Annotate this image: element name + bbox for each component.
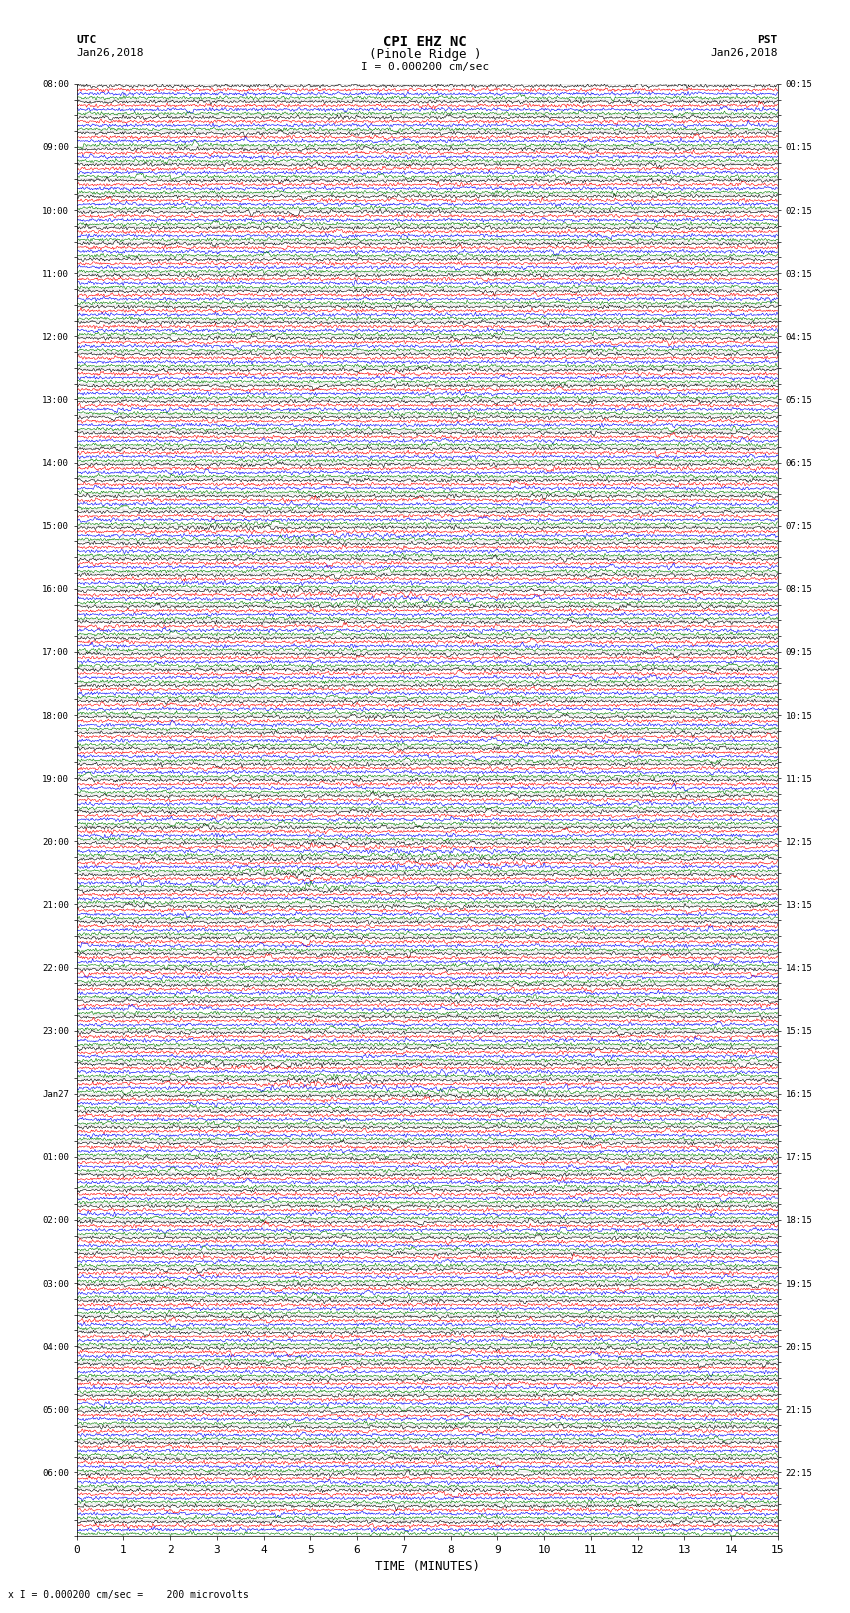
Text: (Pinole Ridge ): (Pinole Ridge ) <box>369 48 481 61</box>
X-axis label: TIME (MINUTES): TIME (MINUTES) <box>375 1560 479 1573</box>
Text: UTC: UTC <box>76 35 97 45</box>
Text: CPI EHZ NC: CPI EHZ NC <box>383 35 467 48</box>
Text: I = 0.000200 cm/sec: I = 0.000200 cm/sec <box>361 63 489 73</box>
Text: Jan26,2018: Jan26,2018 <box>76 48 144 58</box>
Text: x I = 0.000200 cm/sec =    200 microvolts: x I = 0.000200 cm/sec = 200 microvolts <box>8 1590 249 1600</box>
Text: PST: PST <box>757 35 778 45</box>
Text: Jan26,2018: Jan26,2018 <box>711 48 778 58</box>
